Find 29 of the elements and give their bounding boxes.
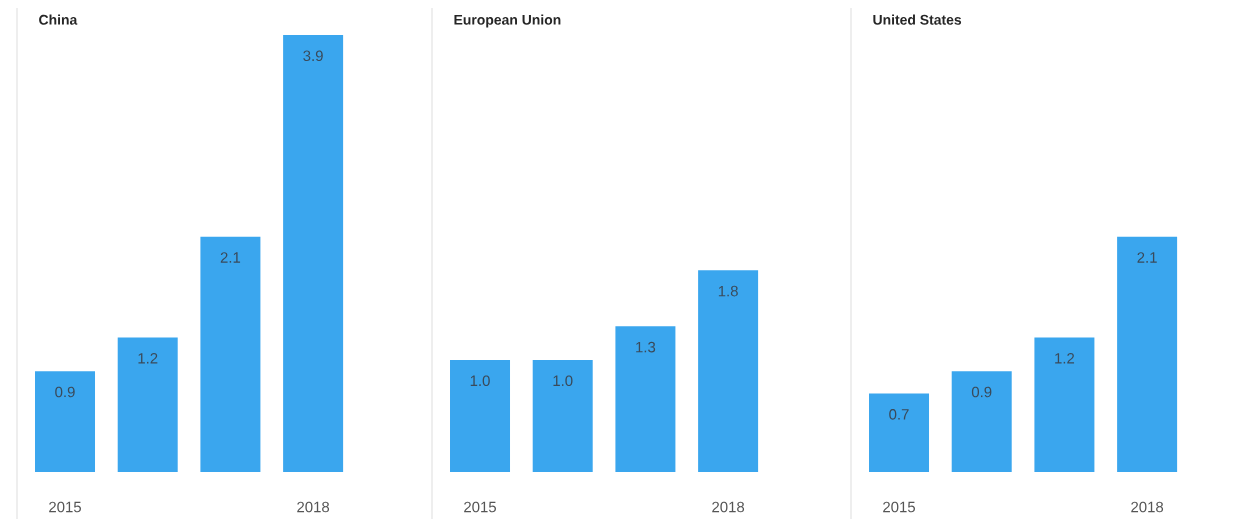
data-label: 1.3 [636, 341, 656, 353]
x-tick-label: 2015 [464, 501, 496, 513]
data-label: 1.8 [718, 285, 738, 297]
bar [117, 337, 178, 472]
bar [869, 393, 930, 472]
x-tick-label: 2015 [883, 501, 915, 513]
bar [35, 371, 96, 472]
data-label: 2.1 [1137, 252, 1157, 263]
data-label: 0.7 [889, 409, 909, 420]
bar [200, 236, 261, 472]
data-label: 0.9 [971, 386, 992, 398]
x-tick-label: 2018 [712, 501, 745, 513]
chart-title: China [39, 14, 78, 25]
data-label: 1.0 [553, 375, 573, 387]
data-label: 3.9 [303, 50, 323, 62]
data-label: 1.0 [470, 375, 490, 387]
data-label: 0.9 [55, 386, 75, 398]
x-tick-label: 2018 [1131, 501, 1164, 513]
bar [283, 34, 344, 472]
data-label: 1.2 [1055, 353, 1075, 364]
data-label: 2.1 [220, 252, 241, 263]
chart-title: United States [873, 14, 962, 25]
x-tick-label: 2015 [49, 501, 81, 513]
chart-title: European Union [454, 14, 561, 28]
data-label: 1.2 [138, 353, 158, 364]
bar [1117, 236, 1178, 472]
x-tick-label: 2018 [297, 501, 330, 513]
bar [1034, 337, 1095, 472]
bar [951, 371, 1012, 472]
